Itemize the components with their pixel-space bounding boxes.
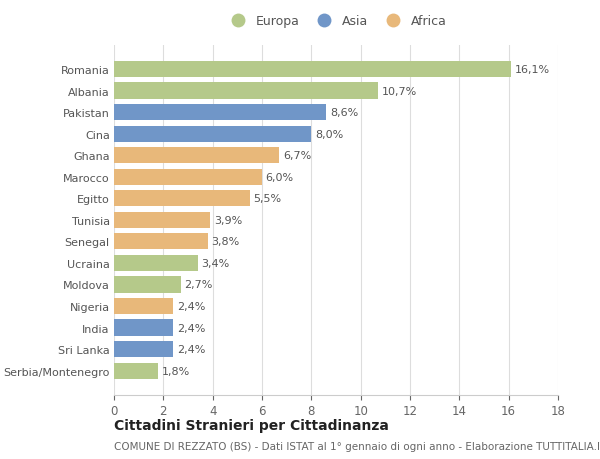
Bar: [114, 341, 173, 358]
Text: 5,5%: 5,5%: [253, 194, 281, 204]
Text: 2,4%: 2,4%: [177, 301, 205, 311]
Text: 16,1%: 16,1%: [515, 65, 550, 75]
Bar: [114, 191, 250, 207]
Text: 3,9%: 3,9%: [214, 215, 242, 225]
Text: 6,0%: 6,0%: [266, 172, 294, 182]
Text: 3,8%: 3,8%: [211, 237, 239, 247]
Bar: [114, 105, 326, 121]
Bar: [114, 298, 173, 314]
Bar: [114, 212, 210, 229]
Text: COMUNE DI REZZATO (BS) - Dati ISTAT al 1° gennaio di ogni anno - Elaborazione TU: COMUNE DI REZZATO (BS) - Dati ISTAT al 1…: [114, 441, 600, 451]
Text: Cittadini Stranieri per Cittadinanza: Cittadini Stranieri per Cittadinanza: [114, 418, 389, 431]
Bar: [114, 169, 262, 185]
Text: 2,4%: 2,4%: [177, 323, 205, 333]
Bar: [114, 62, 511, 78]
Bar: [114, 148, 279, 164]
Text: 3,4%: 3,4%: [202, 258, 230, 269]
Bar: [114, 277, 181, 293]
Text: 10,7%: 10,7%: [382, 86, 417, 96]
Bar: [114, 255, 198, 271]
Bar: [114, 363, 158, 379]
Bar: [114, 320, 173, 336]
Text: 2,4%: 2,4%: [177, 344, 205, 354]
Text: 6,7%: 6,7%: [283, 151, 311, 161]
Text: 8,0%: 8,0%: [315, 129, 343, 140]
Bar: [114, 234, 208, 250]
Text: 1,8%: 1,8%: [162, 366, 190, 376]
Legend: Europa, Asia, Africa: Europa, Asia, Africa: [221, 10, 452, 33]
Text: 2,7%: 2,7%: [184, 280, 212, 290]
Text: 8,6%: 8,6%: [330, 108, 358, 118]
Bar: [114, 83, 378, 100]
Bar: [114, 126, 311, 142]
